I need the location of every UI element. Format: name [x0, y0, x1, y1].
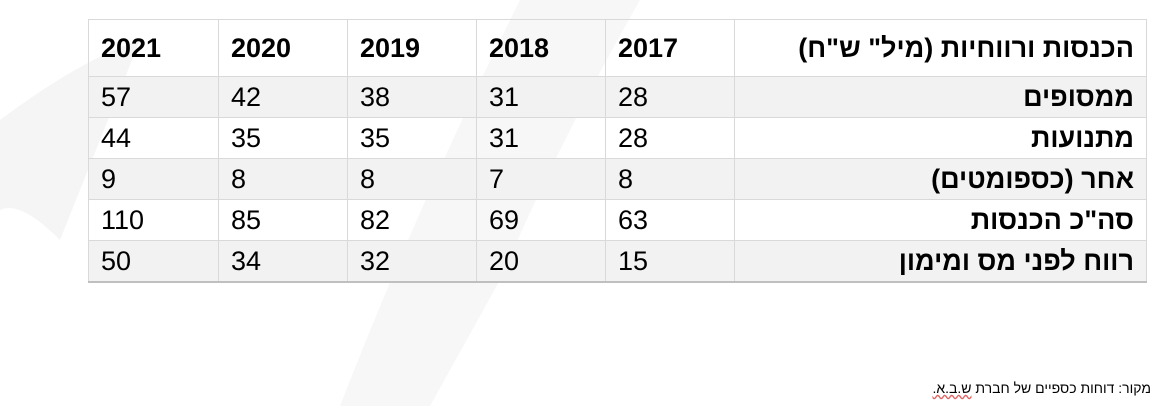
table-header-label: הכנסות ורווחיות (מיל" ש"ח) [734, 19, 1147, 77]
table-cell: 82 [347, 199, 477, 241]
row-label: סה"כ הכנסות [734, 199, 1147, 241]
source-note: מקור: דוחות כספיים של חברת ש.ב.א. [932, 380, 1151, 396]
row-label: ממסופים [734, 76, 1147, 118]
table-cell: 8 [605, 158, 735, 200]
table-cell: 110 [88, 199, 219, 241]
source-company: ש.ב.א. [932, 380, 972, 396]
table-cell: 20 [476, 240, 606, 283]
table-cell: 57 [88, 76, 219, 118]
table-cell: 8 [218, 158, 348, 200]
year-header-2019: 2019 [347, 19, 477, 77]
table-row: מתנועות 28 31 35 35 44 [88, 117, 1147, 159]
table-cell: 35 [218, 117, 348, 159]
table-row: אחר (כספומטים) 8 7 8 8 9 [88, 158, 1147, 200]
revenue-profitability-table: הכנסות ורווחיות (מיל" ש"ח) 2017 2018 201… [88, 19, 1147, 283]
table-header-row: הכנסות ורווחיות (מיל" ש"ח) 2017 2018 201… [88, 19, 1147, 77]
row-label: רווח לפני מס ומימון [734, 240, 1147, 283]
table-cell: 8 [347, 158, 477, 200]
table-cell: 50 [88, 240, 219, 283]
source-prefix: מקור: דוחות כספיים של חברת [975, 380, 1151, 396]
table-cell: 42 [218, 76, 348, 118]
table-cell: 28 [605, 117, 735, 159]
year-header-2020: 2020 [218, 19, 348, 77]
table-row: סה"כ הכנסות 63 69 82 85 110 [88, 199, 1147, 241]
table-cell: 69 [476, 199, 606, 241]
table-cell: 15 [605, 240, 735, 283]
year-header-2021: 2021 [88, 19, 219, 77]
table-cell: 32 [347, 240, 477, 283]
table-cell: 44 [88, 117, 219, 159]
table-cell: 9 [88, 158, 219, 200]
year-header-2018: 2018 [476, 19, 606, 77]
table-cell: 63 [605, 199, 735, 241]
table-cell: 7 [476, 158, 606, 200]
table-cell: 85 [218, 199, 348, 241]
table-cell: 31 [476, 76, 606, 118]
table-cell: 35 [347, 117, 477, 159]
year-header-2017: 2017 [605, 19, 735, 77]
table-cell: 34 [218, 240, 348, 283]
row-label: מתנועות [734, 117, 1147, 159]
table-cell: 28 [605, 76, 735, 118]
table-row: רווח לפני מס ומימון 15 20 32 34 50 [88, 240, 1147, 283]
table-row: ממסופים 28 31 38 42 57 [88, 76, 1147, 118]
row-label: אחר (כספומטים) [734, 158, 1147, 200]
table-cell: 38 [347, 76, 477, 118]
table-cell: 31 [476, 117, 606, 159]
